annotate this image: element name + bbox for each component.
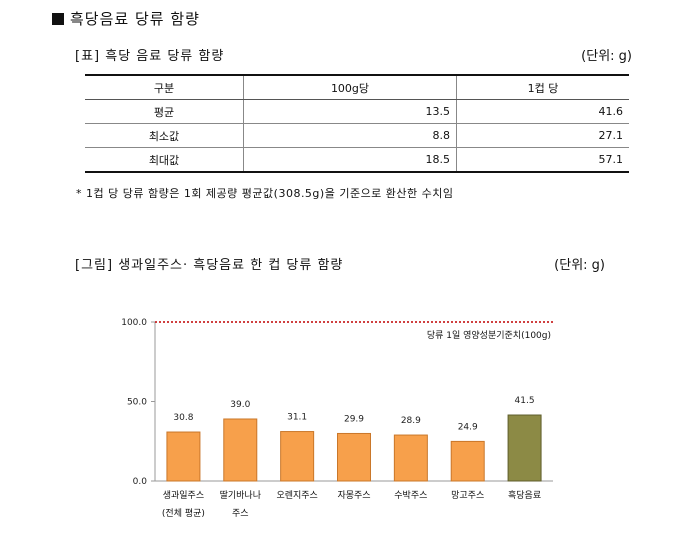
bar bbox=[507, 414, 542, 482]
x-category-label: 자몽주스 bbox=[337, 490, 370, 501]
bar-value-label: 41.5 bbox=[515, 396, 535, 406]
figure-unit: (단위: g) bbox=[554, 258, 605, 273]
x-category-label: 오렌지주스 bbox=[276, 490, 317, 501]
bar-value-label: 31.1 bbox=[287, 413, 307, 423]
bar-value-label: 30.8 bbox=[173, 413, 193, 423]
table-row: 최대값 18.5 57.1 bbox=[85, 147, 629, 173]
table-header-row: 구분 100g당 1컵 당 bbox=[85, 74, 629, 100]
row-percup: 41.6 bbox=[456, 99, 629, 124]
row-percup: 57.1 bbox=[456, 147, 629, 173]
y-tick-label: 50.0 bbox=[127, 398, 147, 408]
reference-line-label: 당류 1일 영양성분기준치(100g) bbox=[427, 329, 551, 341]
figure-caption: [그림] 생과일주스· 흑당음료 한 컵 당류 함량 bbox=[75, 258, 344, 273]
bar-value-label: 24.9 bbox=[458, 422, 478, 432]
bar bbox=[166, 431, 201, 482]
x-category-label: 수박주스 bbox=[394, 490, 427, 501]
table-row: 평균 13.5 41.6 bbox=[85, 99, 629, 124]
bar bbox=[280, 431, 315, 482]
square-bullet-icon bbox=[52, 12, 64, 25]
bar bbox=[337, 432, 371, 482]
x-category-label: 망고주스 bbox=[451, 490, 484, 501]
y-tick-label: 100.0 bbox=[121, 318, 147, 328]
bar-value-label: 39.0 bbox=[230, 400, 250, 410]
table-unit: (단위: g) bbox=[581, 49, 632, 64]
table-caption: [표] 흑당 음료 당류 함량 bbox=[75, 49, 225, 64]
row-per100g: 18.5 bbox=[243, 147, 457, 173]
bar bbox=[393, 434, 428, 482]
table-header-percup: 1컵 당 bbox=[456, 74, 629, 100]
bar-value-label: 28.9 bbox=[401, 416, 421, 426]
page-heading: 흑당음료 당류 함량 bbox=[52, 8, 200, 29]
row-per100g: 13.5 bbox=[243, 99, 457, 124]
table-header-category: 구분 bbox=[85, 74, 244, 100]
row-label: 최소값 bbox=[85, 123, 244, 148]
bar-value-label: 29.9 bbox=[344, 414, 364, 424]
row-label: 평균 bbox=[85, 99, 244, 124]
table-header-per100g: 100g당 bbox=[243, 74, 457, 100]
x-category-label: 생과일주스 bbox=[163, 490, 204, 501]
row-per100g: 8.8 bbox=[243, 123, 457, 148]
bar bbox=[223, 418, 258, 482]
x-category-label: (전체 평균) bbox=[162, 508, 205, 519]
bar bbox=[450, 440, 485, 482]
table-footnote: * 1컵 당 당류 함량은 1회 제공량 평균값(308.5g)을 기준으로 환… bbox=[76, 187, 454, 200]
x-category-label: 주스 bbox=[232, 508, 249, 519]
row-label: 최대값 bbox=[85, 147, 244, 173]
row-percup: 27.1 bbox=[456, 123, 629, 148]
sugar-table: 구분 100g당 1컵 당 평균 13.5 41.6 최소값 8.8 27.1 … bbox=[85, 74, 629, 173]
page-heading-text: 흑당음료 당류 함량 bbox=[70, 10, 200, 28]
x-category-label: 딸기바나나 bbox=[220, 489, 261, 501]
x-category-label: 흑당음료 bbox=[508, 489, 541, 501]
y-tick-label: 0.0 bbox=[133, 477, 148, 487]
table-row: 최소값 8.8 27.1 bbox=[85, 123, 629, 148]
